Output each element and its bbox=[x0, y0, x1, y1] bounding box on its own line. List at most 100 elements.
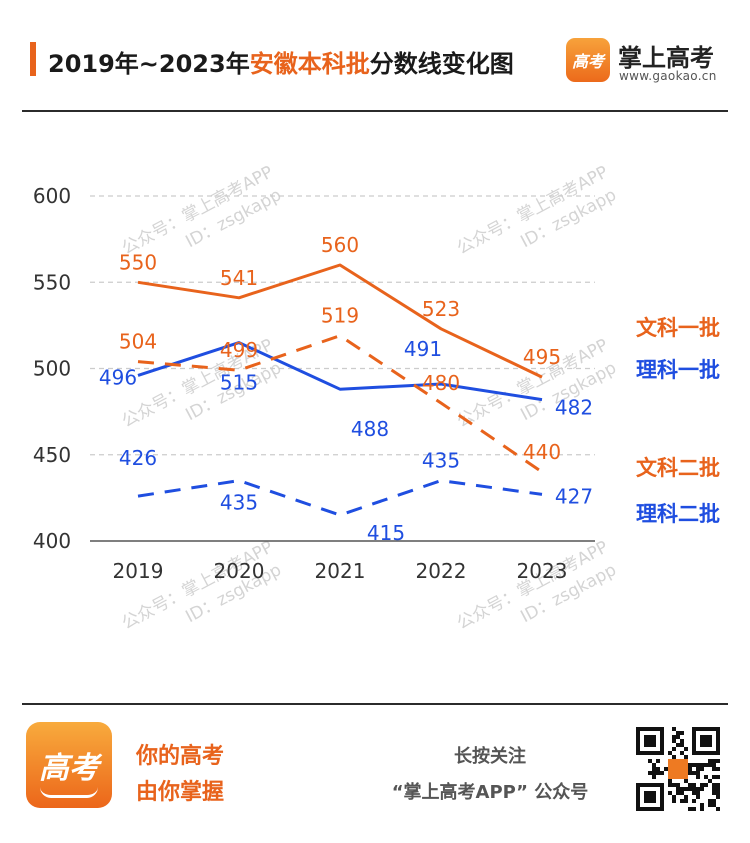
qr-module bbox=[692, 787, 696, 791]
data-label-like-yipi-2022: 491 bbox=[404, 337, 442, 361]
qr-module bbox=[688, 787, 692, 791]
qr-module bbox=[700, 767, 704, 771]
footer-divider bbox=[22, 703, 728, 705]
qr-module bbox=[656, 767, 660, 771]
qr-module bbox=[672, 783, 676, 787]
qr-module bbox=[712, 767, 716, 771]
qr-module bbox=[672, 735, 676, 739]
y-tick-label-550: 550 bbox=[33, 270, 71, 294]
qr-module bbox=[708, 763, 712, 767]
qr-module bbox=[688, 771, 692, 775]
y-tick-label-400: 400 bbox=[33, 529, 71, 553]
header: 2019年~2023年安徽本科批分数线变化图 高考 掌上高考 www.gaoka… bbox=[0, 0, 750, 118]
qr-module bbox=[676, 731, 680, 735]
brand[interactable]: 高考 掌上高考 www.gaokao.cn bbox=[566, 36, 726, 88]
qr-module bbox=[700, 803, 704, 807]
qr-module bbox=[652, 763, 656, 767]
qr-module bbox=[688, 783, 692, 787]
legend-wenke-erpi: 文科二批 bbox=[636, 456, 720, 480]
qr-module bbox=[680, 739, 684, 743]
qr-module bbox=[700, 807, 704, 811]
data-label-wenke-yipi-2023: 495 bbox=[523, 345, 561, 369]
qr-module bbox=[712, 775, 716, 779]
data-label-like-erpi-2019: 426 bbox=[119, 446, 157, 470]
x-tick-label-2023: 2023 bbox=[517, 559, 568, 583]
data-label-wenke-erpi-2023: 440 bbox=[523, 440, 561, 464]
brand-logo-icon: 高考 bbox=[566, 38, 610, 82]
qr-module bbox=[716, 775, 720, 779]
qr-module bbox=[644, 791, 656, 803]
data-label-wenke-erpi-2020: 499 bbox=[220, 338, 258, 362]
qr-module bbox=[700, 735, 712, 747]
qr-module bbox=[668, 779, 672, 783]
qr-module bbox=[696, 775, 700, 779]
footer-logo-icon[interactable]: 高考 bbox=[26, 722, 112, 808]
qr-module bbox=[712, 799, 716, 803]
brand-url: www.gaokao.cn bbox=[619, 69, 717, 83]
data-label-wenke-yipi-2022: 523 bbox=[422, 297, 460, 321]
qr-module bbox=[692, 771, 696, 775]
qr-module bbox=[696, 763, 700, 767]
qr-module bbox=[708, 759, 712, 763]
data-label-wenke-erpi-2019: 504 bbox=[119, 330, 157, 354]
qr-module bbox=[716, 791, 720, 795]
qr-module bbox=[708, 803, 712, 807]
qr-module bbox=[672, 795, 676, 799]
qr-module bbox=[712, 803, 716, 807]
qr-module bbox=[712, 783, 716, 787]
y-tick-label-600: 600 bbox=[33, 184, 71, 208]
qr-module bbox=[656, 759, 660, 763]
qr-module bbox=[712, 791, 716, 795]
slogan-line-1: 你的高考 bbox=[136, 744, 225, 769]
qr-module bbox=[676, 743, 680, 747]
header-divider bbox=[22, 110, 728, 112]
data-label-like-yipi-2020: 515 bbox=[220, 371, 258, 395]
qr-module bbox=[680, 743, 684, 747]
qr-module bbox=[704, 775, 708, 779]
x-tick-label-2020: 2020 bbox=[214, 559, 265, 583]
legend-like-erpi: 理科二批 bbox=[636, 502, 720, 526]
qr-module bbox=[688, 763, 692, 767]
qr-module bbox=[708, 779, 712, 783]
qr-module bbox=[684, 787, 688, 791]
qr-module bbox=[688, 767, 692, 771]
qr-module bbox=[684, 799, 688, 803]
qr-module bbox=[704, 763, 708, 767]
qr-module bbox=[712, 759, 716, 763]
data-label-wenke-yipi-2020: 541 bbox=[220, 266, 258, 290]
qr-code-icon[interactable] bbox=[636, 727, 720, 811]
qr-module bbox=[692, 763, 696, 767]
qr-module bbox=[700, 763, 704, 767]
qr-module bbox=[708, 799, 712, 803]
qr-module bbox=[676, 787, 680, 791]
qr-module bbox=[712, 787, 716, 791]
title-accent-bar bbox=[30, 42, 36, 76]
qr-module bbox=[684, 755, 688, 759]
data-label-wenke-erpi-2021: 519 bbox=[321, 304, 359, 328]
x-tick-label-2019: 2019 bbox=[113, 559, 164, 583]
data-label-like-erpi-2021: 415 bbox=[367, 521, 405, 545]
qr-module bbox=[648, 759, 652, 763]
data-label-wenke-erpi-2022: 480 bbox=[422, 371, 460, 395]
qr-module bbox=[680, 791, 684, 795]
data-label-like-yipi-2021: 488 bbox=[351, 417, 389, 441]
qr-module bbox=[700, 787, 704, 791]
qr-module bbox=[652, 775, 656, 779]
qr-module bbox=[684, 747, 688, 751]
qr-module bbox=[672, 747, 676, 751]
qr-module bbox=[684, 795, 688, 799]
qr-module bbox=[700, 783, 704, 787]
qr-module bbox=[692, 807, 696, 811]
qr-module bbox=[680, 731, 684, 735]
qr-module bbox=[716, 783, 720, 787]
follow-account: “掌上高考APP” 公众号 bbox=[391, 782, 589, 803]
qr-module bbox=[716, 787, 720, 791]
qr-module bbox=[664, 767, 668, 771]
qr-module bbox=[692, 799, 696, 803]
qr-module bbox=[652, 771, 656, 775]
qr-module bbox=[676, 783, 680, 787]
qr-module bbox=[716, 795, 720, 799]
qr-module bbox=[672, 727, 676, 731]
qr-module bbox=[696, 791, 700, 795]
